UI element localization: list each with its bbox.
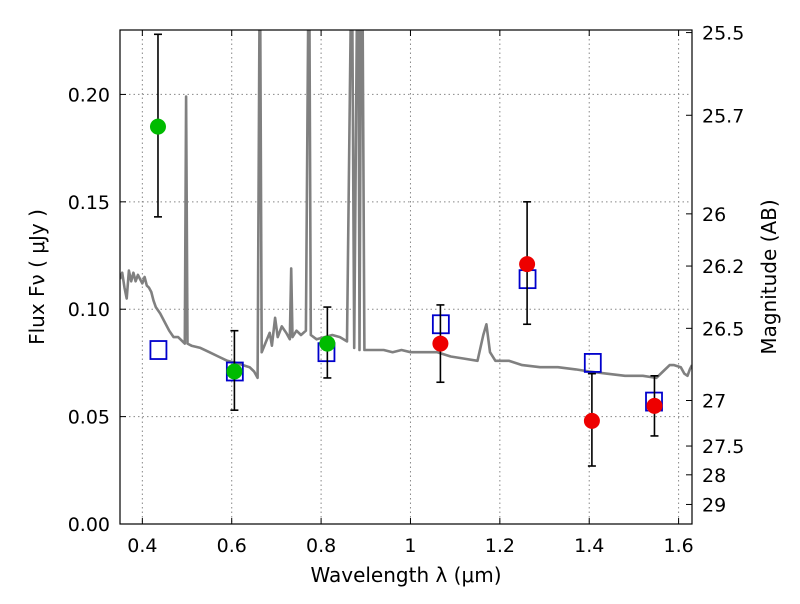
x-tick-label: 0.6 — [217, 535, 247, 557]
y2-tick-label: 27.5 — [702, 436, 744, 458]
x-tick-label: 0.4 — [127, 535, 157, 557]
y2-tick-label: 25.5 — [702, 23, 744, 45]
x-tick-label: 1 — [404, 535, 416, 557]
y2-tick-label: 29 — [702, 494, 726, 516]
y2-axis-label: Magnitude (AB) — [757, 199, 781, 354]
observed-flux-point — [646, 397, 663, 414]
x-tick-label: 1.2 — [485, 535, 515, 557]
y2-tick-label: 26.5 — [702, 318, 744, 340]
observed-flux-point — [149, 118, 166, 135]
observed-flux-point — [583, 412, 600, 429]
sed-spectrum-line — [120, 30, 692, 380]
x-tick-label: 1.4 — [574, 535, 604, 557]
ticks: 0.4 0.6 0.8 1 1.2 1.4 1.6 0.00 0.05 0.10 0.15 0.20 2… — [68, 23, 745, 557]
y-tick-label: 0.20 — [68, 84, 110, 106]
x-axis-label: Wavelength λ (μm) — [310, 563, 501, 587]
y-tick-label: 0.10 — [68, 299, 110, 321]
x-tick-label: 1.6 — [663, 535, 693, 557]
plot-frame — [119, 29, 693, 525]
y-axis-label: Flux Fν ( μJy ) — [25, 209, 49, 345]
observed-flux-point — [519, 256, 536, 273]
model-flux-square — [583, 353, 602, 373]
observed-flux-point — [432, 335, 449, 352]
y2-tick-label: 26 — [702, 204, 726, 226]
y2-tick-label: 28 — [702, 465, 726, 487]
y-tick-label: 0.00 — [68, 514, 110, 536]
y2-tick-label: 26.2 — [702, 256, 744, 278]
grid — [120, 30, 692, 525]
y2-tick-label: 25.7 — [702, 105, 744, 127]
observed-flux-point — [226, 363, 243, 380]
model-flux-square — [149, 340, 168, 360]
y-tick-label: 0.05 — [68, 407, 110, 429]
y2-tick-label: 27 — [702, 391, 726, 413]
x-tick-label: 0.8 — [306, 535, 336, 557]
y-tick-label: 0.15 — [68, 192, 110, 214]
data-layer — [120, 30, 692, 467]
observed-flux-point — [319, 335, 336, 352]
